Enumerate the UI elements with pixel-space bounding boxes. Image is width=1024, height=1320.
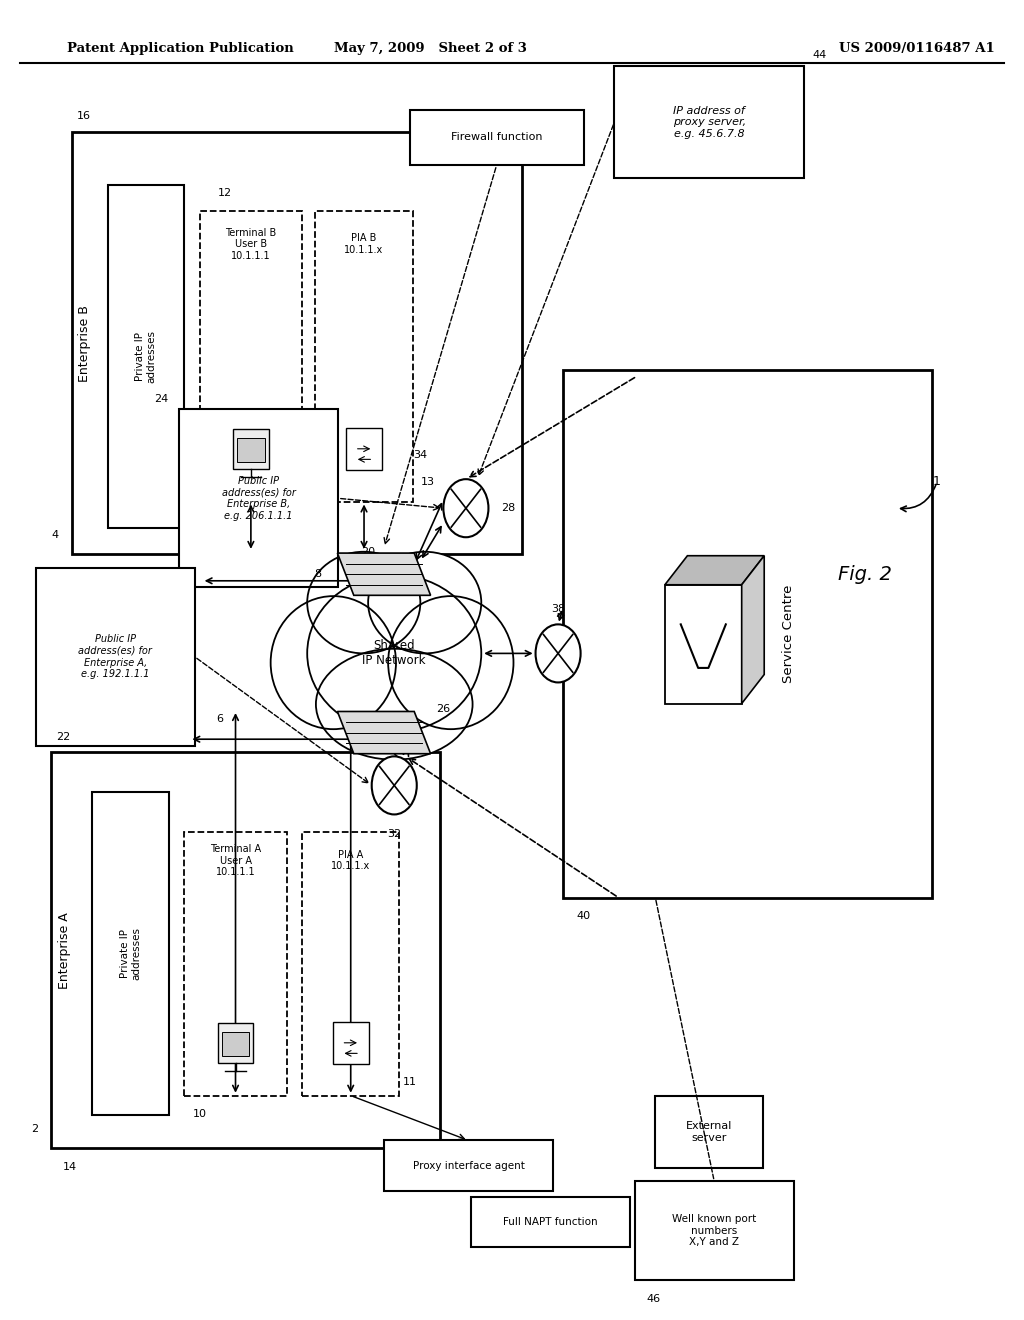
FancyBboxPatch shape	[108, 185, 184, 528]
Text: Private IP
addresses: Private IP addresses	[135, 330, 157, 383]
Text: 11: 11	[402, 1077, 417, 1088]
Text: Public IP
address(es) for
Enterprise A,
e.g. 192.1.1.1: Public IP address(es) for Enterprise A, …	[78, 635, 153, 678]
Ellipse shape	[270, 597, 396, 729]
Text: Enterprise A: Enterprise A	[58, 912, 71, 989]
FancyBboxPatch shape	[315, 211, 413, 502]
Text: Terminal B
User B
10.1.1.1: Terminal B User B 10.1.1.1	[225, 227, 276, 261]
FancyBboxPatch shape	[655, 1096, 763, 1168]
Text: 22: 22	[56, 731, 71, 742]
Ellipse shape	[388, 597, 513, 729]
Text: Shared
IP Network: Shared IP Network	[362, 639, 426, 668]
FancyBboxPatch shape	[665, 585, 741, 704]
Circle shape	[443, 479, 488, 537]
Text: 6: 6	[217, 714, 223, 725]
Text: May 7, 2009   Sheet 2 of 3: May 7, 2009 Sheet 2 of 3	[334, 42, 526, 55]
Text: Fig. 2: Fig. 2	[839, 565, 892, 583]
Text: 38: 38	[551, 603, 565, 614]
Text: 8: 8	[314, 569, 321, 579]
Text: External
server: External server	[686, 1121, 732, 1143]
Text: Terminal A
User A
10.1.1.1: Terminal A User A 10.1.1.1	[210, 843, 261, 878]
Ellipse shape	[315, 648, 473, 759]
Text: Patent Application Publication: Patent Application Publication	[67, 42, 293, 55]
FancyBboxPatch shape	[72, 132, 522, 554]
Text: 14: 14	[62, 1162, 77, 1172]
Ellipse shape	[307, 552, 421, 653]
FancyBboxPatch shape	[184, 832, 287, 1096]
FancyBboxPatch shape	[200, 211, 302, 502]
FancyBboxPatch shape	[471, 1197, 630, 1247]
Polygon shape	[338, 711, 430, 754]
Text: Enterprise B: Enterprise B	[79, 305, 91, 381]
FancyBboxPatch shape	[635, 1181, 794, 1280]
Ellipse shape	[307, 576, 481, 731]
Text: 44: 44	[812, 50, 826, 61]
FancyBboxPatch shape	[51, 752, 440, 1148]
FancyBboxPatch shape	[36, 568, 195, 746]
Text: Proxy interface agent: Proxy interface agent	[413, 1160, 524, 1171]
Text: 12: 12	[218, 187, 232, 198]
Text: Full NAPT function: Full NAPT function	[503, 1217, 598, 1228]
Text: 32: 32	[387, 829, 401, 840]
Text: 2: 2	[32, 1123, 38, 1134]
Text: 28: 28	[501, 503, 515, 513]
FancyBboxPatch shape	[384, 1140, 553, 1191]
Text: US 2009/0116487 A1: US 2009/0116487 A1	[839, 42, 994, 55]
FancyBboxPatch shape	[92, 792, 169, 1115]
FancyBboxPatch shape	[302, 832, 399, 1096]
Text: 16: 16	[77, 111, 91, 121]
Polygon shape	[338, 553, 430, 595]
FancyBboxPatch shape	[179, 409, 338, 587]
Polygon shape	[741, 556, 764, 704]
Text: Public IP
address(es) for
Enterprise B,
e.g. 206.1.1.1: Public IP address(es) for Enterprise B, …	[221, 477, 296, 520]
Text: 13: 13	[421, 477, 435, 487]
Circle shape	[372, 756, 417, 814]
FancyBboxPatch shape	[333, 1022, 369, 1064]
Circle shape	[536, 624, 581, 682]
Text: 24: 24	[154, 393, 168, 404]
Ellipse shape	[369, 552, 481, 653]
Text: 10: 10	[193, 1109, 207, 1119]
FancyBboxPatch shape	[346, 428, 382, 470]
Text: IP address of
proxy server,
e.g. 45.6.7.8: IP address of proxy server, e.g. 45.6.7.…	[673, 106, 745, 139]
Text: PIA A
10.1.1.x: PIA A 10.1.1.x	[331, 850, 371, 871]
Text: Firewall function: Firewall function	[451, 132, 543, 143]
FancyBboxPatch shape	[614, 66, 804, 178]
FancyBboxPatch shape	[221, 1032, 249, 1056]
FancyBboxPatch shape	[232, 429, 268, 469]
FancyBboxPatch shape	[563, 370, 932, 898]
FancyBboxPatch shape	[410, 110, 584, 165]
Text: 20: 20	[361, 546, 375, 557]
Text: 1: 1	[933, 475, 941, 488]
FancyBboxPatch shape	[237, 438, 264, 462]
Text: 34: 34	[413, 450, 427, 461]
FancyBboxPatch shape	[217, 1023, 253, 1063]
Text: Well known port
numbers
X,Y and Z: Well known port numbers X,Y and Z	[672, 1214, 757, 1247]
Text: 40: 40	[577, 911, 591, 921]
Text: Private IP
addresses: Private IP addresses	[120, 927, 141, 981]
Polygon shape	[665, 556, 764, 585]
Text: Service Centre: Service Centre	[782, 585, 795, 682]
Text: PIA B
10.1.1.x: PIA B 10.1.1.x	[344, 234, 384, 255]
Text: 26: 26	[436, 704, 451, 714]
Text: 4: 4	[52, 529, 58, 540]
Text: 46: 46	[646, 1294, 660, 1304]
